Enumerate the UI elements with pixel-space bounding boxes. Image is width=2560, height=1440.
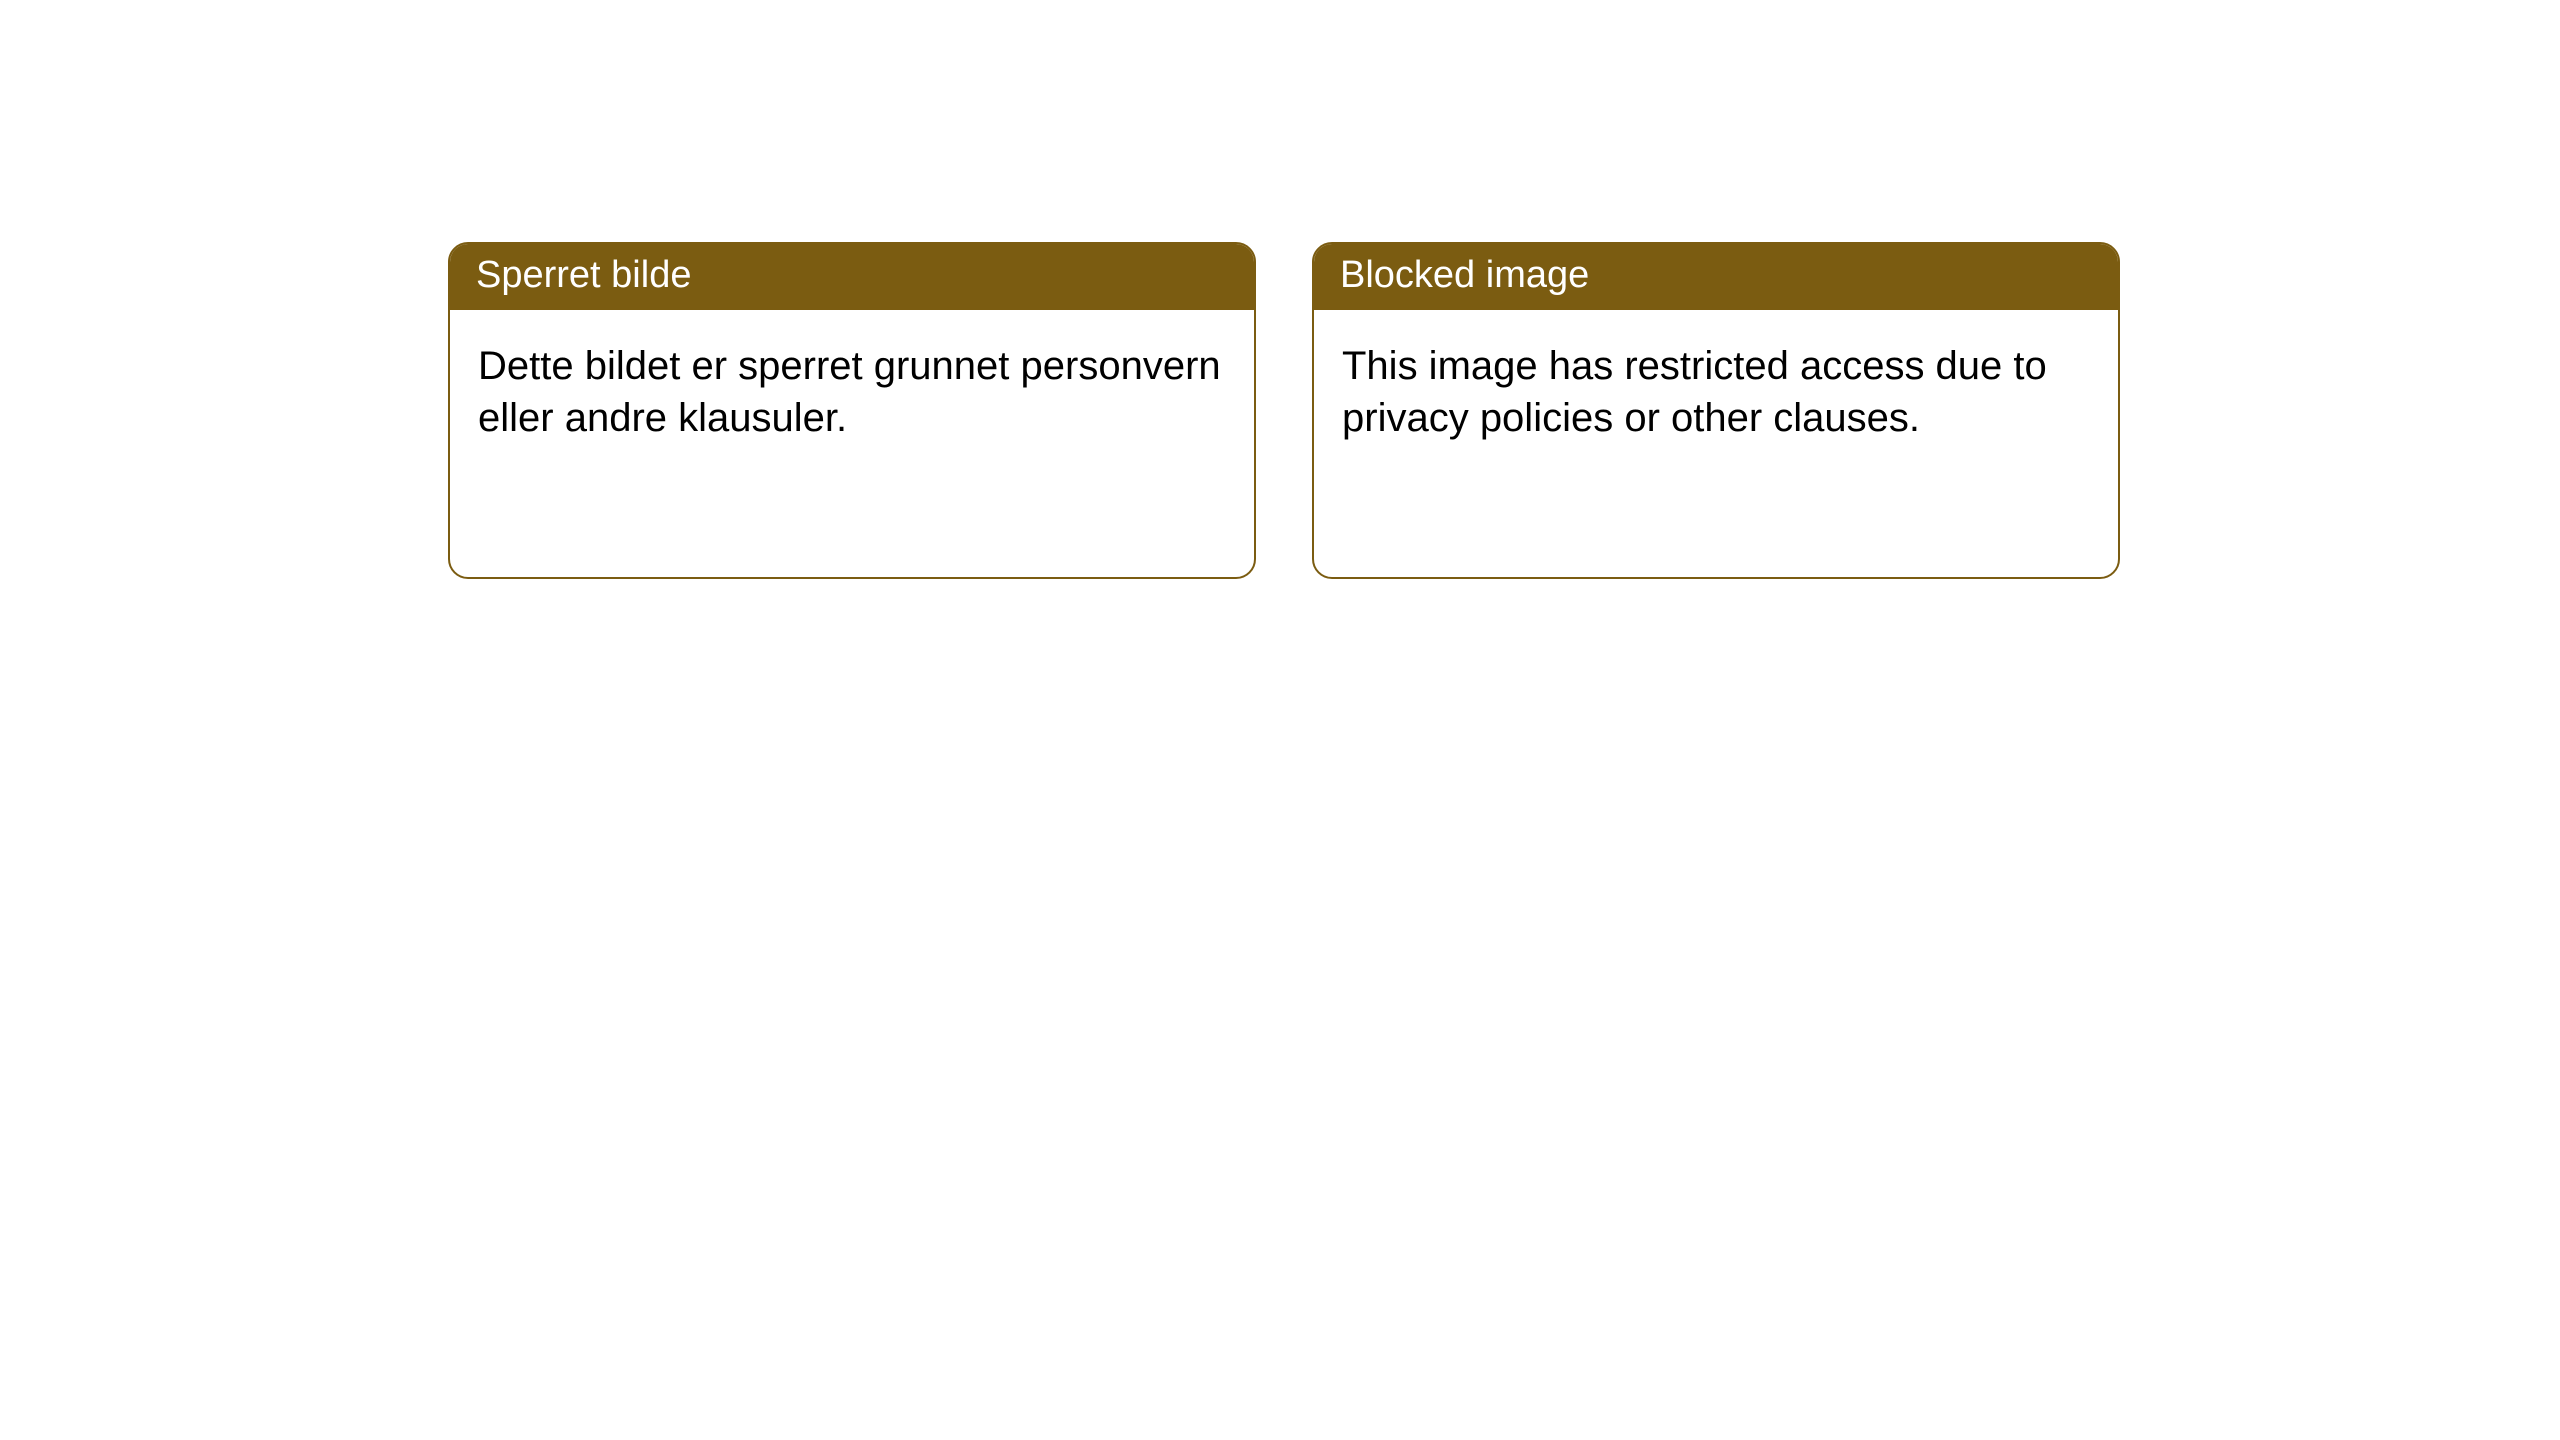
panels-container: Sperret bilde Dette bildet er sperret gr… xyxy=(0,0,2560,579)
blocked-image-panel-en: Blocked image This image has restricted … xyxy=(1312,242,2120,579)
panel-body-en: This image has restricted access due to … xyxy=(1314,310,2118,476)
panel-body-no: Dette bildet er sperret grunnet personve… xyxy=(450,310,1254,476)
panel-header-en: Blocked image xyxy=(1314,244,2118,310)
panel-header-no: Sperret bilde xyxy=(450,244,1254,310)
blocked-image-panel-no: Sperret bilde Dette bildet er sperret gr… xyxy=(448,242,1256,579)
